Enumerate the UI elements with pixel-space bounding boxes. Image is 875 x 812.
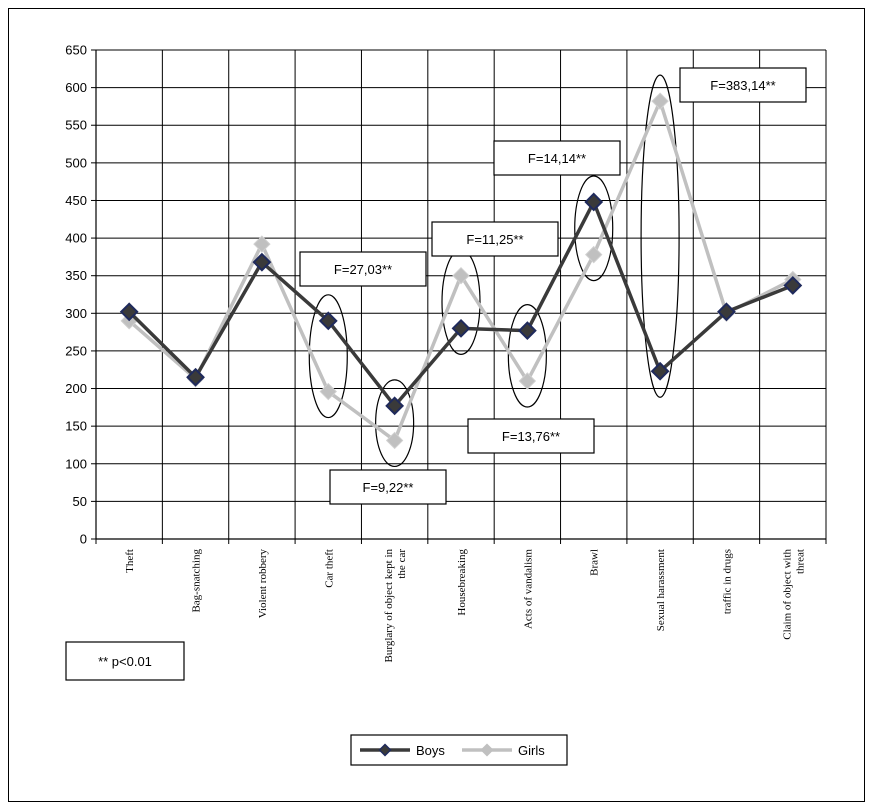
data-point-boys xyxy=(119,302,139,322)
significance-ellipse xyxy=(640,74,680,398)
y-tick-label: 300 xyxy=(65,306,87,321)
x-category-label: Car theft xyxy=(323,549,335,588)
data-point-girls xyxy=(319,382,337,401)
f-statistic-box xyxy=(679,67,807,103)
f-statistic-box xyxy=(467,418,595,454)
data-point-boys xyxy=(650,361,670,381)
significance-ellipse xyxy=(507,304,547,408)
legend-label-girls: Girls xyxy=(518,743,545,758)
data-point-girls xyxy=(452,266,470,285)
x-category-label: traffic in drugs xyxy=(721,549,733,614)
x-category-label: Claim of object withthreat xyxy=(781,549,806,640)
significance-ellipse xyxy=(375,379,415,468)
data-point-girls xyxy=(518,372,537,390)
f-statistic-label: F=9,22** xyxy=(363,480,414,495)
y-tick-label: 50 xyxy=(73,494,87,509)
f-statistic-box xyxy=(431,221,559,257)
f-statistic-label: F=11,25** xyxy=(466,232,523,247)
y-tick-label: 250 xyxy=(65,343,87,358)
y-tick-label: 100 xyxy=(65,456,87,471)
y-tick-label: 500 xyxy=(65,155,87,170)
x-category-label: Sexual harassment xyxy=(655,549,667,631)
significance-ellipse xyxy=(441,249,481,355)
y-tick-label: 450 xyxy=(65,193,87,208)
significance-note-box xyxy=(65,641,185,681)
y-tick-label: 150 xyxy=(65,419,87,434)
y-tick-label: 550 xyxy=(65,118,87,133)
data-point-boys xyxy=(385,396,405,416)
f-statistic-box xyxy=(299,251,427,287)
data-point-girls xyxy=(385,431,404,450)
x-category-label: Burglary of object kept inthe car xyxy=(383,549,408,663)
legend-marker-girls xyxy=(480,743,494,757)
x-category-label: Violent robbery xyxy=(257,549,269,619)
f-statistic-label: F=383,14** xyxy=(710,78,775,93)
y-tick-label: 650 xyxy=(65,43,87,58)
data-point-boys xyxy=(252,252,272,272)
y-tick-label: 400 xyxy=(65,231,87,246)
significance-note: ** p<0.01 xyxy=(98,654,152,669)
y-tick-label: 0 xyxy=(80,532,87,547)
x-category-label: Bag-snatching xyxy=(191,549,203,613)
data-point-girls xyxy=(585,245,603,264)
x-category-label: Theft xyxy=(124,549,136,573)
data-point-boys xyxy=(451,318,471,338)
x-category-label: Acts of vandalism xyxy=(522,549,534,629)
data-point-boys xyxy=(584,192,604,212)
data-point-boys xyxy=(783,276,803,295)
y-tick-label: 200 xyxy=(65,381,87,396)
data-point-boys xyxy=(186,367,205,387)
f-statistic-label: F=13,76** xyxy=(502,429,560,444)
significance-ellipse xyxy=(308,294,348,419)
f-statistic-label: F=27,03** xyxy=(334,262,392,277)
data-point-boys xyxy=(517,321,537,341)
data-point-girls xyxy=(651,92,669,110)
x-category-label: Housebreaking xyxy=(456,549,468,616)
f-statistic-box xyxy=(493,140,621,176)
data-point-boys xyxy=(318,311,338,331)
f-statistic-box xyxy=(329,469,447,505)
legend-marker-boys xyxy=(378,743,392,757)
y-tick-label: 350 xyxy=(65,268,87,283)
data-point-girls xyxy=(253,235,271,253)
x-category-label: Brawl xyxy=(589,549,601,576)
data-point-boys xyxy=(717,302,736,322)
f-statistic-label: F=14,14** xyxy=(528,151,586,166)
y-tick-label: 600 xyxy=(65,80,87,95)
legend-label-boys: Boys xyxy=(416,743,445,758)
significance-ellipse xyxy=(574,175,614,282)
